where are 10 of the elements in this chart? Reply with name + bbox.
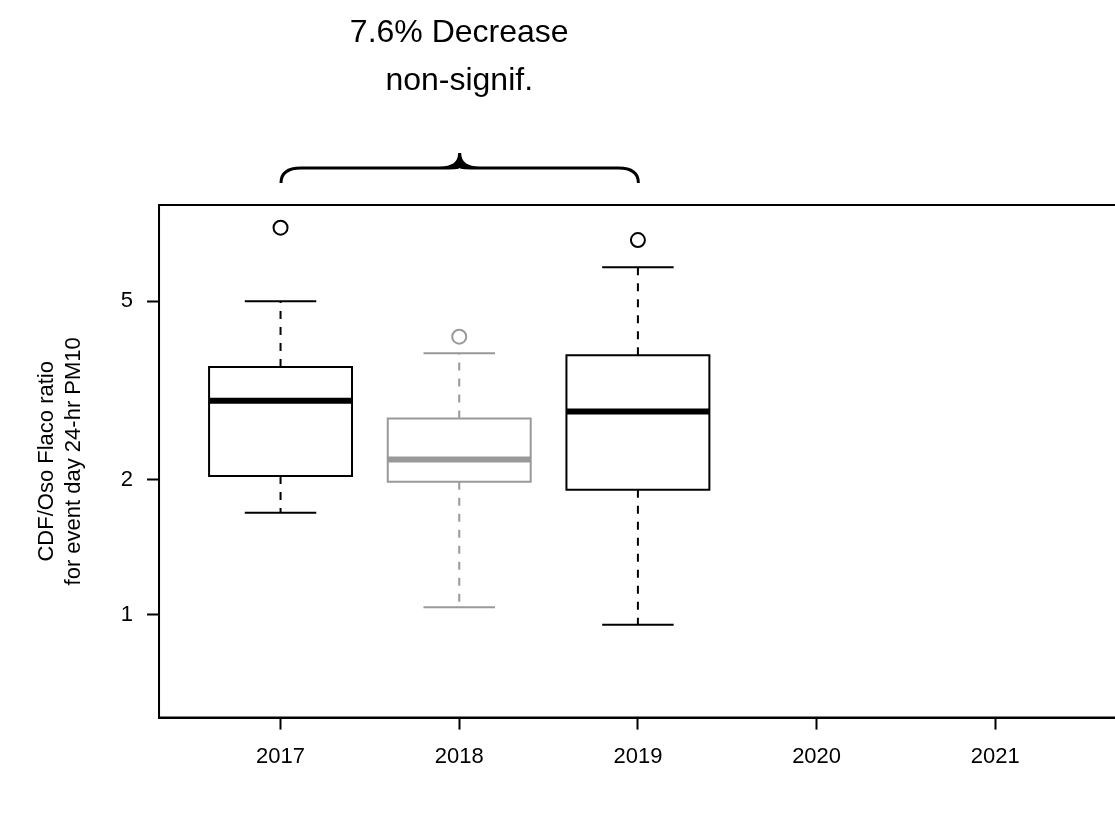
y-tick-label: 1 [120, 600, 134, 626]
x-tick-label: 2018 [434, 742, 484, 768]
y-axis-title: CDF/Oso Flaco ratio for event day 24-hr PM10 [33, 337, 85, 586]
x-tick-label: 2021 [970, 742, 1020, 768]
x-tick-label: 2017 [256, 742, 306, 768]
x-tick-label: 2020 [792, 742, 842, 768]
text: 7.6% Decrease non-signif. [349, 13, 569, 97]
y-tick-label: 2 [120, 465, 134, 491]
y-tick-label: 5 [120, 287, 134, 313]
x-tick-label: 2019 [613, 742, 663, 768]
